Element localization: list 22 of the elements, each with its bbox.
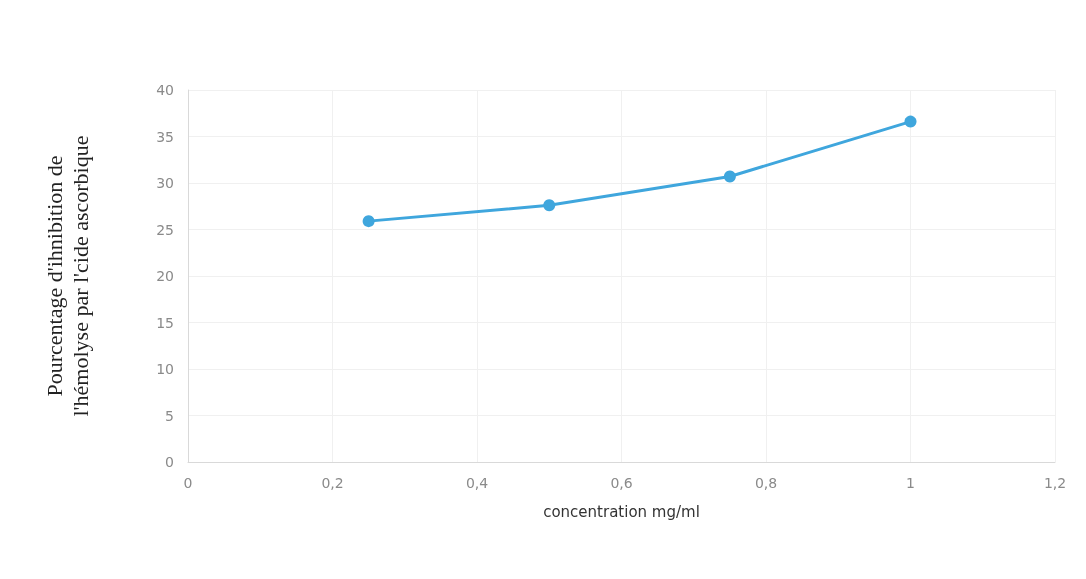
y-tick-label: 10 (156, 361, 174, 377)
y-tick-label: 15 (156, 314, 174, 331)
x-tick-label: 0,6 (610, 475, 633, 491)
x-tick-label: 0,2 (321, 475, 344, 491)
y-tick-label: 5 (165, 407, 174, 424)
x-tick-label: 1 (906, 475, 915, 491)
y-axis-title: Pourcentage d'ihnibition de l'hémolyse par l'cide ascorbique (41, 135, 93, 417)
point (723, 170, 736, 183)
point (543, 199, 556, 212)
y-tick-label: 20 (156, 268, 174, 284)
x-tick-label: 0 (183, 475, 193, 491)
y-tick-label: 0 (165, 454, 174, 470)
x-tick-label: 0,8 (754, 475, 778, 491)
point (904, 115, 917, 128)
x-axis-title: concentration mg/ml (543, 502, 700, 521)
x-tick-label: 0,4 (465, 475, 489, 491)
y-tick-label: 35 (156, 128, 174, 145)
x-tick-label: 1,2 (1043, 475, 1067, 491)
y-tick-label: 25 (156, 221, 174, 238)
y-tick-label: 30 (156, 175, 174, 191)
point (362, 215, 375, 228)
y-tick-label: 40 (156, 82, 174, 98)
